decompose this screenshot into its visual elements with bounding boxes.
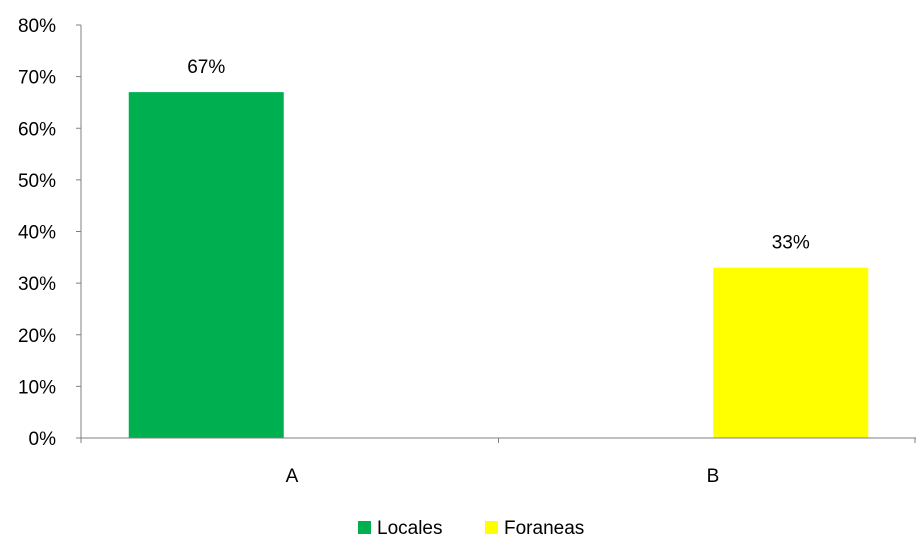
x-tick-label: B <box>707 466 720 487</box>
bars <box>128 92 869 439</box>
legend-swatch-foraneas <box>485 521 498 534</box>
data-label-a: 67% <box>187 57 225 78</box>
x-tick-label: A <box>286 466 299 487</box>
y-tick-label: 10% <box>18 377 56 398</box>
data-labels: 67% 33% <box>187 57 810 254</box>
y-tick-label: 30% <box>18 274 56 295</box>
y-tick-label: 0% <box>29 429 57 450</box>
legend-label-foraneas: Foraneas <box>504 518 584 539</box>
y-tick-label: 80% <box>18 16 56 37</box>
legend: Locales Foraneas <box>358 518 584 539</box>
y-tick-label: 20% <box>18 326 56 347</box>
y-axis-ticks: 0% 10% 20% 30% 40% 50% 60% 70% 80% <box>18 16 81 450</box>
bar-foraneas-b <box>713 267 869 438</box>
legend-swatch-locales <box>358 521 371 534</box>
y-tick-label: 70% <box>18 68 56 89</box>
y-tick-label: 50% <box>18 171 56 192</box>
bar-locales-a <box>128 92 284 439</box>
y-tick-label: 40% <box>18 223 56 244</box>
legend-label-locales: Locales <box>377 518 443 539</box>
data-label-b: 33% <box>772 233 810 254</box>
y-tick-label: 60% <box>18 119 56 140</box>
